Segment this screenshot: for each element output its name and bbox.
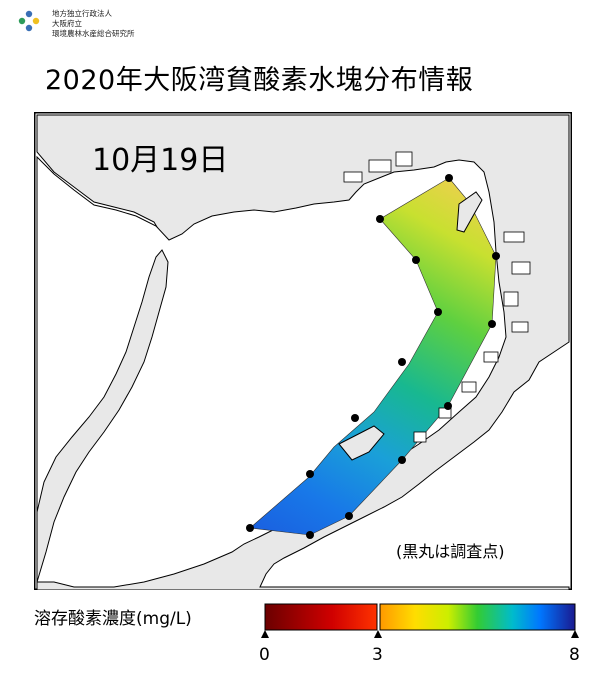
scale-tick-0: 0 [259,645,270,665]
page-title: 2020年大阪湾貧酸素水塊分布情報 [45,65,474,96]
scale-marker-3 [374,630,382,638]
organization-line-3: 環境農林水産総合研究所 [52,29,135,38]
scale-tick-3: 3 [372,645,383,665]
organization-line-2: 大阪府立 [52,19,82,28]
survey-station-dot [445,174,453,182]
survey-station-dot [492,252,500,260]
organization-line-1: 地方独立行政法人 [52,9,112,18]
stations-note: (黒丸は調査点) [396,542,505,561]
survey-station-dot [488,320,496,328]
scale-marker-0 [261,630,269,638]
date-label: 10月19日 [92,143,228,178]
survey-station-dot [376,215,384,223]
land-awaji-island [36,249,169,583]
survey-station-dot [434,308,442,316]
organization-name: 地方独立行政法人 大阪府立 環境農林水産総合研究所 [52,9,135,39]
color-scale-low [264,603,378,631]
survey-station-dot [351,414,359,422]
survey-stations [246,174,500,539]
scale-tick-8: 8 [569,645,580,665]
survey-station-dot [398,358,406,366]
port-structures [343,151,531,443]
survey-station-dot [306,470,314,478]
color-scale-high [379,603,576,631]
survey-station-dot [412,256,420,264]
osaka-bay-map: 10月19日 (黒丸は調査点) [34,112,572,590]
survey-station-dot [246,524,254,532]
scale-marker-8 [571,630,579,638]
color-scale: 0 3 8 [259,603,580,665]
legend-label: 溶存酸素濃度(mg/L) [34,609,192,629]
artificial-island-2 [456,191,483,233]
artificial-island [338,425,385,461]
survey-station-dot [345,512,353,520]
survey-station-dot [444,402,452,410]
survey-station-dot [398,456,406,464]
organization-logo-icon [18,10,40,32]
survey-station-dot [306,531,314,539]
